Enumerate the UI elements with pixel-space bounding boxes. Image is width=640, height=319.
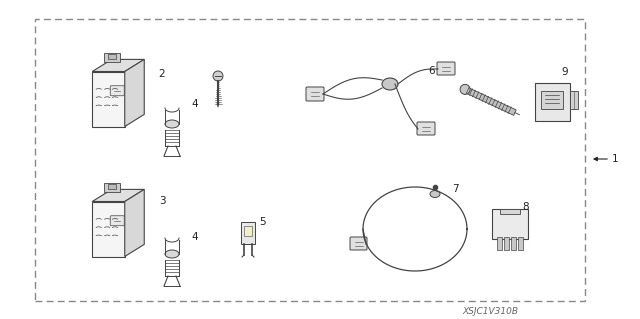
Bar xyxy=(504,237,509,250)
Bar xyxy=(35,19,585,301)
Text: 2: 2 xyxy=(159,69,165,79)
Text: 6: 6 xyxy=(429,66,435,76)
Ellipse shape xyxy=(165,250,179,258)
FancyBboxPatch shape xyxy=(350,237,367,250)
Polygon shape xyxy=(92,71,125,127)
FancyBboxPatch shape xyxy=(306,87,324,101)
FancyBboxPatch shape xyxy=(110,216,124,226)
Text: 5: 5 xyxy=(260,217,266,227)
Circle shape xyxy=(460,85,470,94)
Bar xyxy=(108,55,116,59)
Bar xyxy=(570,91,578,109)
Text: 4: 4 xyxy=(192,99,198,109)
Text: 8: 8 xyxy=(523,202,529,212)
Bar xyxy=(511,237,516,250)
Polygon shape xyxy=(92,202,125,256)
Ellipse shape xyxy=(165,120,179,128)
Circle shape xyxy=(213,71,223,81)
Bar xyxy=(104,53,120,63)
Polygon shape xyxy=(92,59,144,71)
Polygon shape xyxy=(464,87,516,115)
Text: 3: 3 xyxy=(159,196,165,206)
Bar xyxy=(500,209,520,214)
Text: 9: 9 xyxy=(562,67,568,77)
Ellipse shape xyxy=(430,190,440,197)
FancyBboxPatch shape xyxy=(110,86,124,96)
Text: XSJC1V310B: XSJC1V310B xyxy=(462,307,518,315)
Text: 7: 7 xyxy=(452,184,458,194)
Bar xyxy=(241,222,255,244)
Bar xyxy=(104,183,120,192)
FancyBboxPatch shape xyxy=(417,122,435,135)
Bar xyxy=(535,83,570,121)
Bar xyxy=(497,237,502,250)
Polygon shape xyxy=(125,59,144,127)
Text: 4: 4 xyxy=(192,232,198,242)
Bar xyxy=(244,226,252,236)
Bar xyxy=(108,184,116,189)
FancyBboxPatch shape xyxy=(437,62,455,75)
Polygon shape xyxy=(125,189,144,256)
Ellipse shape xyxy=(382,78,398,90)
Bar xyxy=(518,237,523,250)
Bar xyxy=(492,209,528,239)
Polygon shape xyxy=(92,189,144,202)
Text: 1: 1 xyxy=(612,154,618,164)
Bar xyxy=(541,91,563,109)
